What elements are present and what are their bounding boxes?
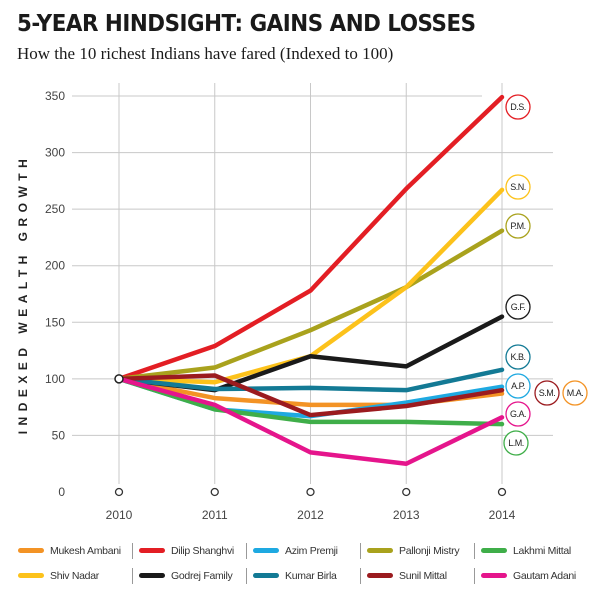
legend-swatch xyxy=(18,573,44,578)
legend-swatch xyxy=(18,548,44,553)
end-label-kb: K.B. xyxy=(510,352,525,362)
y-tick-label: 200 xyxy=(45,259,65,273)
end-label-circle xyxy=(505,373,531,399)
end-label-circle xyxy=(534,380,560,406)
series-line-pallonji-mistry xyxy=(116,228,505,382)
y-tick-label: 350 xyxy=(45,89,65,103)
legend-item: Dilip Shanghvi xyxy=(132,542,246,559)
series-line-dilip-shanghvi xyxy=(116,94,505,382)
x-tick-marker xyxy=(306,487,315,497)
legend-item: Gautam Adani xyxy=(474,567,588,584)
x-tick-marker xyxy=(210,487,219,497)
legend-item: Lakhmi Mittal xyxy=(474,542,588,559)
legend-label: Azim Premji xyxy=(285,544,338,557)
legend-item: Mukesh Ambani xyxy=(18,545,132,557)
end-label-sm: S.M. xyxy=(539,388,556,398)
legend-label: Sunil Mittal xyxy=(399,569,447,582)
end-label-gf: G.F. xyxy=(511,302,526,312)
legend-label: Lakhmi Mittal xyxy=(513,544,571,557)
end-label-circle xyxy=(505,94,531,120)
legend-swatch xyxy=(139,573,165,578)
end-label-ga: G.A. xyxy=(510,409,526,419)
legend-swatch xyxy=(367,548,393,553)
x-tick-label: 2010 xyxy=(106,508,133,522)
legend-label: Dilip Shanghvi xyxy=(171,544,234,557)
legend-label: Pallonji Mistry xyxy=(399,544,460,557)
legend-item: Pallonji Mistry xyxy=(360,542,474,559)
x-tick-label: 2012 xyxy=(297,508,324,522)
end-label-sn: S.N. xyxy=(510,182,526,192)
end-label-circle xyxy=(505,401,531,427)
legend-item: Sunil Mittal xyxy=(360,567,474,584)
chart-title: 5-YEAR HINDSIGHT: GAINS AND LOSSES xyxy=(17,11,476,37)
y-tick-label: 250 xyxy=(45,202,65,216)
legend-divider xyxy=(360,542,361,559)
end-label-circle xyxy=(505,213,531,239)
legend: Mukesh Ambani Dilip Shanghvi Azim Premji Pa… xyxy=(18,538,588,588)
legend-swatch xyxy=(253,573,279,578)
end-label-ma: M.A. xyxy=(567,388,584,398)
legend-swatch xyxy=(367,573,393,578)
legend-divider xyxy=(132,542,133,559)
end-label-lm: L.M. xyxy=(508,438,524,448)
legend-item: Shiv Nadar xyxy=(18,570,132,582)
end-label-ap: A.P. xyxy=(511,381,525,391)
x-tick-marker xyxy=(497,487,507,497)
origin-marker xyxy=(114,374,124,384)
chart-subtitle: How the 10 richest Indians have fared (I… xyxy=(17,44,394,63)
series-line-gautam-adani xyxy=(116,376,505,466)
legend-item: Godrej Family xyxy=(132,567,246,584)
y-tick-label: 0 xyxy=(58,485,65,499)
y-axis-label: INDEXED WEALTH GROWTH xyxy=(16,154,30,435)
y-tick-label: 300 xyxy=(45,146,65,160)
end-label-circle xyxy=(505,174,531,200)
end-label-circle xyxy=(505,294,531,320)
x-tick-marker xyxy=(402,487,411,497)
legend-divider xyxy=(360,567,361,584)
legend-label: Kumar Birla xyxy=(285,569,337,582)
legend-swatch xyxy=(253,548,279,553)
y-tick-label: 50 xyxy=(52,428,66,442)
legend-label: Gautam Adani xyxy=(513,569,576,582)
end-label-circle xyxy=(503,430,529,456)
legend-row: Mukesh Ambani Dilip Shanghvi Azim Premji Pa… xyxy=(18,538,588,563)
y-tick-label: 150 xyxy=(45,315,65,329)
legend-item: Azim Premji xyxy=(246,542,360,559)
x-tick-label: 2011 xyxy=(202,508,228,522)
series-line-lakhmi-mittal xyxy=(116,376,505,427)
legend-divider xyxy=(474,542,475,559)
legend-divider xyxy=(246,542,247,559)
x-tick-label: 2014 xyxy=(489,508,516,522)
legend-divider xyxy=(246,567,247,584)
legend-divider xyxy=(132,567,133,584)
end-label-pm: P.M. xyxy=(510,221,525,231)
x-tick-marker xyxy=(114,487,124,497)
series-line-kumar-birla xyxy=(116,367,505,393)
legend-swatch xyxy=(481,573,507,578)
legend-row: Shiv Nadar Godrej Family Kumar Birla Sunil … xyxy=(18,563,588,588)
x-tick-label: 2013 xyxy=(393,508,420,522)
legend-label: Mukesh Ambani xyxy=(50,544,121,557)
legend-swatch xyxy=(481,548,507,553)
end-label-circle xyxy=(505,344,531,370)
end-label-ds: D.S. xyxy=(510,102,526,112)
legend-divider xyxy=(474,567,475,584)
legend-label: Shiv Nadar xyxy=(50,569,99,582)
legend-item: Kumar Birla xyxy=(246,567,360,584)
legend-swatch xyxy=(139,548,165,553)
legend-label: Godrej Family xyxy=(171,569,233,582)
end-label-circle xyxy=(562,380,588,406)
series-line-sunil-mittal xyxy=(116,373,505,418)
y-tick-label: 100 xyxy=(45,372,65,386)
